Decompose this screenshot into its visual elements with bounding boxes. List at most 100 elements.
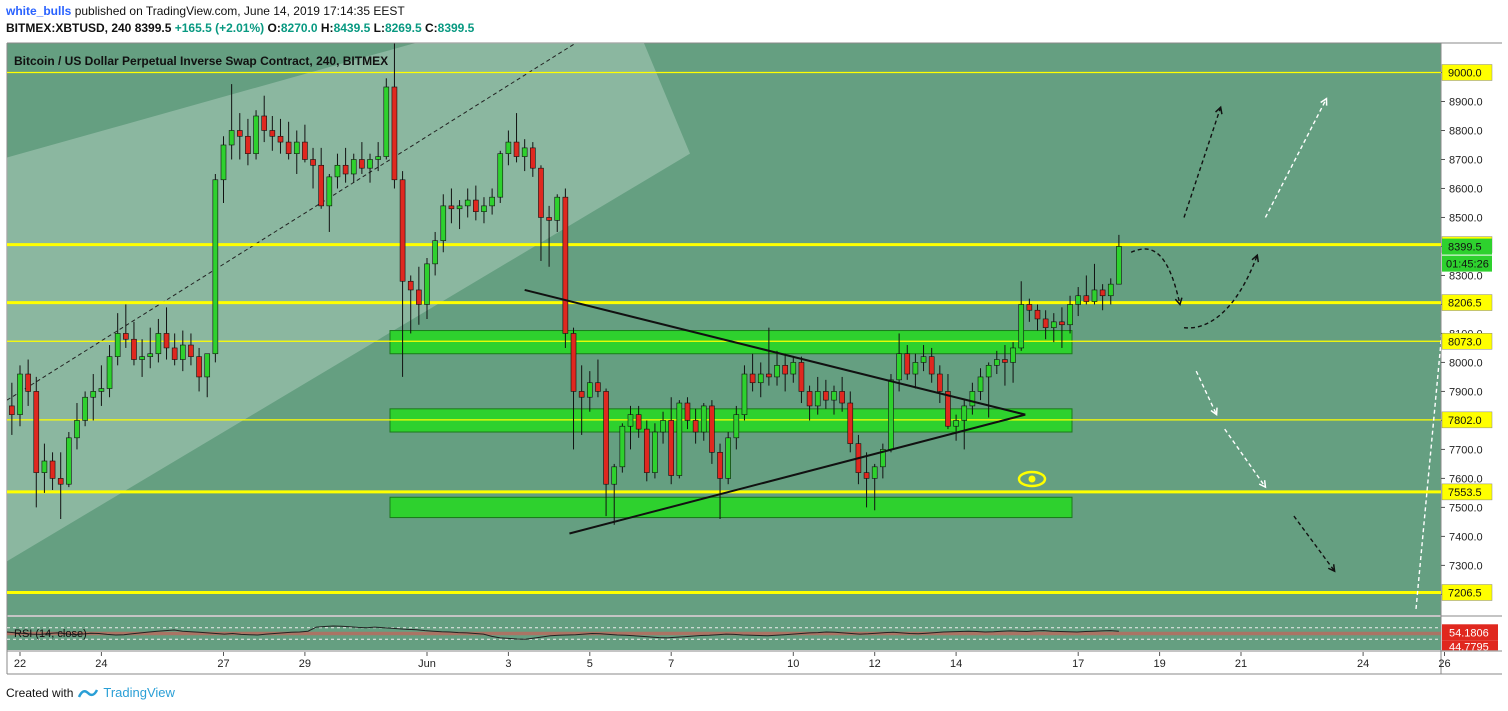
projection-path-8 — [1415, 334, 1441, 609]
projection-path-7 — [1293, 515, 1336, 572]
candle-111 — [871, 463, 878, 511]
level-label-box-1 — [1441, 64, 1493, 81]
candle-body — [350, 159, 357, 175]
x-tick-label: 19 — [1153, 658, 1165, 670]
candle-24 — [163, 307, 170, 360]
candle-body — [1026, 304, 1033, 311]
candle-71 — [546, 205, 552, 267]
candle-53 — [399, 171, 406, 377]
close-value: 8399.5 — [437, 21, 475, 35]
candle-body — [131, 338, 137, 360]
candle-81 — [627, 405, 634, 450]
candle-body — [440, 205, 447, 241]
rsi-value-box — [1442, 624, 1498, 641]
candle-11 — [57, 452, 64, 520]
candle-body — [391, 86, 398, 181]
candle-89 — [692, 408, 699, 444]
candle-body — [481, 205, 487, 212]
x-tick-label: 24 — [95, 658, 107, 670]
candle-body — [1083, 295, 1090, 302]
candle-4 — [1, 362, 6, 420]
rsi-label: RSI (14, close) — [14, 628, 87, 640]
candle-77 — [595, 359, 601, 398]
candle-139 — [1099, 284, 1106, 311]
candle-12 — [66, 432, 72, 488]
candle-body — [1067, 304, 1073, 326]
candle-body — [49, 460, 56, 479]
candle-49 — [367, 153, 373, 183]
candle-body — [9, 405, 15, 415]
projection-arrowhead-4 — [1215, 105, 1223, 115]
candle-134 — [1059, 307, 1065, 348]
candle-78 — [603, 388, 609, 517]
candle-body — [123, 333, 129, 340]
candle-126 — [993, 350, 1000, 375]
candle-body — [74, 420, 80, 439]
candle-body — [798, 362, 805, 392]
footer: Created with TradingView — [6, 685, 175, 700]
candle-54 — [407, 275, 414, 334]
candle-86 — [668, 397, 675, 485]
candle-123 — [969, 382, 976, 415]
candle-body — [334, 164, 341, 178]
candle-body — [424, 263, 430, 305]
candle-body — [700, 405, 707, 433]
projection-arrowhead-7 — [1327, 564, 1336, 573]
candle-body — [432, 240, 438, 265]
candle-body — [41, 460, 48, 473]
last-price: 8399.5 — [134, 21, 172, 35]
candle-47 — [350, 153, 357, 183]
candle-28 — [196, 347, 202, 392]
candle-33 — [236, 113, 243, 160]
triangle-upper-line — [524, 288, 1026, 416]
candle-37 — [269, 115, 276, 151]
tradingview-brand[interactable]: TradingView — [103, 685, 175, 700]
projection-path-2 — [1183, 254, 1258, 329]
x-tick-label: 17 — [1072, 658, 1084, 670]
candle-125 — [985, 362, 992, 418]
candle-body — [920, 356, 927, 363]
candle-body — [790, 362, 797, 375]
candle-body — [521, 147, 528, 157]
candle-73 — [562, 188, 569, 348]
candle-101 — [790, 356, 797, 383]
candle-body — [253, 115, 259, 154]
candle-body — [652, 431, 658, 473]
y-tick-label: 8800.0 — [1449, 125, 1483, 137]
candle-body — [277, 135, 284, 143]
candle-body — [1107, 283, 1114, 297]
last-price-box — [1442, 238, 1492, 255]
level-label-box-5 — [1441, 411, 1493, 429]
candle-body — [1042, 318, 1049, 328]
rsi-value-label: 54.1806 — [1449, 627, 1489, 639]
candle-body — [285, 141, 292, 154]
candle-52 — [391, 43, 398, 189]
candle-72 — [554, 194, 561, 232]
candle-50 — [375, 142, 381, 172]
high-value: 8439.5 — [333, 21, 371, 35]
candle-132 — [1042, 310, 1049, 340]
candle-27 — [188, 333, 194, 366]
candle-body — [757, 373, 764, 384]
candle-59 — [448, 188, 455, 224]
candle-body — [326, 176, 333, 207]
candle-body — [1091, 289, 1098, 302]
level-label-4: 8073.0 — [1448, 336, 1482, 348]
candle-body — [627, 414, 634, 427]
candle-7 — [25, 359, 31, 406]
candle-93 — [725, 432, 731, 485]
candle-body — [741, 373, 748, 415]
candle-body — [953, 420, 959, 427]
x-tick-label: 12 — [869, 658, 881, 670]
level-label-6: 7553.5 — [1448, 487, 1482, 499]
projection-path-3 — [1264, 98, 1328, 218]
candle-body — [977, 376, 984, 392]
candle-15 — [90, 374, 97, 421]
projection-path-1 — [1130, 248, 1181, 305]
candle-128 — [1010, 342, 1016, 383]
candle-body — [863, 472, 870, 479]
username-link[interactable]: white_bulls — [6, 4, 72, 18]
candle-36 — [261, 95, 268, 143]
candle-106 — [831, 385, 837, 415]
